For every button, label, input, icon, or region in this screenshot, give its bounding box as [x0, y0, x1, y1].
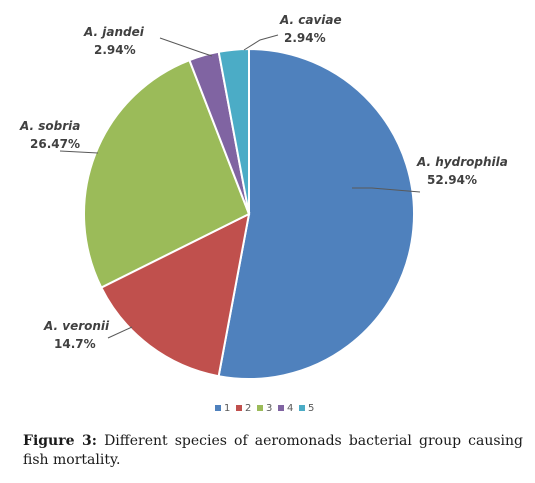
slice-label-value: 2.94% [284, 31, 326, 45]
legend-label: 3 [266, 403, 272, 414]
legend-item-1: 1 [215, 403, 230, 414]
slice-label-4: A. jandei 2.94% [83, 25, 145, 57]
leader-line-3 [59, 150, 99, 154]
legend-swatch [278, 405, 284, 411]
caption-text: Different species of aeromonads bacteria… [23, 433, 524, 468]
pie-slices [83, 47, 415, 380]
legend-swatch [236, 405, 242, 411]
slice-label-2: A. veronii 14.7% [43, 319, 110, 351]
pie-slice-5 [217, 47, 250, 215]
slice-label-value: 52.94% [427, 173, 477, 187]
leader-line-2 [107, 326, 133, 339]
leader-line-4 [159, 37, 213, 57]
leader-lines [59, 34, 421, 339]
figure-caption: Figure 3: Different species of aeromonad… [23, 432, 523, 470]
pie-slice-2 [99, 212, 251, 378]
legend-label: 4 [287, 403, 293, 414]
pie-slice-1 [217, 47, 415, 380]
slice-label-name: A. hydrophila [416, 155, 508, 169]
slice-label-name: A. jandei [83, 25, 145, 39]
slice-label-name: A. caviae [279, 13, 342, 27]
slice-label-value: 2.94% [94, 43, 136, 57]
slice-label-1: A. hydrophila 52.94% [416, 155, 508, 187]
pie-chart: A. hydrophila 52.94%A. veronii 14.7%A. sob… [19, 13, 508, 414]
slice-label-name: A. veronii [43, 319, 110, 333]
legend-item-3: 3 [257, 403, 272, 414]
legend-item-2: 2 [236, 403, 251, 414]
slice-label-value: 14.7% [54, 337, 96, 351]
slice-label-value: 26.47% [30, 137, 80, 151]
legend-item-4: 4 [278, 403, 293, 414]
legend-swatch [257, 405, 263, 411]
caption-prefix: Figure 3: [23, 433, 97, 449]
legend-label: 2 [245, 403, 251, 414]
leader-line-1 [352, 187, 421, 193]
legend: 1 2 3 4 5 [215, 403, 314, 414]
legend-label: 5 [308, 403, 314, 414]
legend-swatch [299, 405, 305, 411]
slice-label-3: A. sobria 26.47% [19, 119, 80, 151]
legend-swatch [215, 405, 221, 411]
slice-labels: A. hydrophila 52.94% A. veronii 14.7% A. sob… [19, 13, 508, 351]
slice-label-name: A. sobria [19, 119, 80, 133]
legend-label: 1 [224, 403, 230, 414]
slice-label-5: A. caviae 2.94% [279, 13, 342, 45]
legend-item-5: 5 [299, 403, 314, 414]
pie-slice-3 [83, 58, 251, 289]
leader-line-5 [243, 34, 279, 51]
